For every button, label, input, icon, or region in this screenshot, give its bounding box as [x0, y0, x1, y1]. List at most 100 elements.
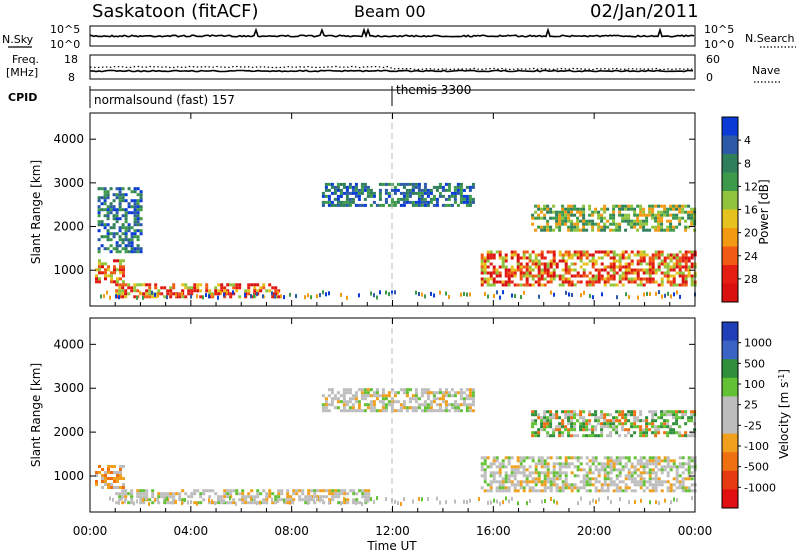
- colorbar-tick-label: 1000: [744, 337, 772, 350]
- colorbar-tick-label: -1000: [744, 481, 776, 494]
- search-ytick-bottom: 10^0: [704, 38, 734, 51]
- search-label: N.Search: [745, 32, 795, 45]
- velocity-panel: 1000 2000 3000 4000 Slant Range [km] 1000 50…: [29, 317, 792, 513]
- data-region: [95, 259, 125, 284]
- sky-ytick-top: 10^5: [50, 23, 80, 36]
- data-region: [321, 182, 475, 207]
- colorbar-segment: [722, 209, 738, 229]
- velocity-ylabel: Slant Range [km]: [29, 363, 43, 467]
- colorbar-segment: [722, 135, 738, 155]
- colorbar-segment: [722, 283, 738, 303]
- time-axis: 00:00 04:00 08:00 12:00 16:00 20:00 00:00: [73, 113, 713, 538]
- time-tick-label: 00:00: [73, 524, 108, 538]
- time-tick-label: 04:00: [174, 524, 209, 538]
- time-tick-label: 08:00: [274, 524, 309, 538]
- beam-title: Beam 00: [354, 2, 426, 21]
- station-title: Saskatoon (fitACF): [92, 1, 259, 22]
- data-region: [531, 410, 697, 438]
- ytick-label: 4000: [53, 337, 84, 351]
- cpid-panel: CPID normalsound (fast) 157 themis 3300: [8, 83, 695, 108]
- nave-ytick-top: 60: [706, 53, 720, 66]
- data-region: [531, 204, 697, 232]
- ytick-label: 3000: [53, 381, 84, 395]
- freq-ytick-bottom: 8: [68, 71, 75, 84]
- sky-panel: N.Sky 10^5 10^0 10^5 10^0 N.Search: [2, 23, 796, 51]
- velocity-yticks: 1000 2000 3000 4000: [53, 337, 695, 483]
- colorbar-tick-label: -100: [744, 440, 769, 453]
- ytick-label: 2000: [53, 425, 84, 439]
- power-cbar-label: Power [dB]: [757, 179, 771, 244]
- colorbar-tick-label: 4: [744, 134, 751, 147]
- time-tick-label: 00:00: [678, 524, 713, 538]
- colorbar-tick-label: 20: [744, 227, 758, 240]
- colorbar-segment: [722, 359, 738, 379]
- colorbar-segment: [722, 340, 738, 360]
- colorbar-segment: [722, 265, 738, 284]
- data-region: [480, 250, 697, 287]
- near-range-echoes: [100, 290, 696, 300]
- freq-label-2: [MHz]: [6, 66, 38, 79]
- colorbar-tick-label: 12: [744, 180, 758, 193]
- cpid-segment-2: themis 3300: [396, 83, 471, 97]
- colorbar-segment: [722, 452, 738, 472]
- sky-noise-line: [89, 27, 695, 39]
- colorbar-tick-label: 500: [744, 357, 765, 370]
- data-region: [97, 187, 143, 254]
- colorbar-tick-label: 8: [744, 157, 751, 170]
- power-panel: 1000 2000 3000 4000 Slant Range [km] 4 8 12 16…: [29, 112, 771, 307]
- colorbar-segment: [722, 470, 738, 490]
- nave-label: Nave: [752, 64, 780, 77]
- power-ylabel: Slant Range [km]: [29, 160, 43, 264]
- colorbar-segment: [722, 154, 738, 173]
- ytick-label: 2000: [53, 220, 84, 234]
- colorbar-tick-label: 100: [744, 378, 765, 391]
- colorbar-segment: [722, 489, 738, 509]
- colorbar-segment: [722, 246, 738, 266]
- colorbar-tick-label: -25: [744, 419, 762, 432]
- time-tick-label: 16:00: [476, 524, 511, 538]
- colorbar-segment: [722, 117, 738, 136]
- colorbar-segment: [722, 377, 738, 397]
- cpid-label: CPID: [8, 91, 37, 104]
- date-title: 02/Jan/2011: [590, 1, 699, 22]
- freq-panel: Freq. [MHz] 18 8 60 0 Nave: [6, 53, 782, 84]
- power-colorbar: 4 8 12 16 20 24 28: [721, 116, 758, 303]
- ytick-label: 1000: [53, 469, 84, 483]
- power-yticks: 1000 2000 3000 4000: [53, 132, 695, 277]
- colorbar-tick-label: 25: [744, 399, 758, 412]
- colorbar-segment: [722, 322, 738, 342]
- colorbar-tick-label: 24: [744, 250, 758, 263]
- ytick-label: 4000: [53, 132, 84, 146]
- velocity-colorbar: 1000 500 100 25 -25 -100 -500 -1000: [721, 321, 776, 509]
- power-data: [95, 182, 697, 300]
- colorbar-segment: [722, 396, 738, 416]
- sky-label: N.Sky: [2, 33, 34, 46]
- colorbar-segment: [722, 228, 738, 247]
- data-region: [95, 465, 125, 489]
- ytick-label: 1000: [53, 263, 84, 277]
- freq-ytick-top: 18: [64, 53, 78, 66]
- ytick-label: 3000: [53, 176, 84, 190]
- velocity-data: [95, 388, 697, 506]
- time-axis-label: Time UT: [366, 539, 417, 553]
- velocity-cbar-label: Velocity [m s-1]: [777, 369, 792, 459]
- colorbar-tick-label: 28: [744, 273, 758, 286]
- time-tick-label: 12:00: [375, 524, 410, 538]
- colorbar-segment: [722, 433, 738, 453]
- colorbar-tick-label: -500: [744, 461, 769, 474]
- colorbar-segment: [722, 415, 738, 435]
- nave-ytick-bottom: 0: [706, 71, 713, 84]
- colorbar-segment: [722, 191, 738, 210]
- nave-line: [90, 65, 694, 71]
- colorbar-segment: [722, 172, 738, 192]
- time-tick-label: 20:00: [577, 524, 612, 538]
- data-region: [480, 456, 697, 493]
- freq-line: [89, 69, 694, 73]
- cpid-segment-1: normalsound (fast) 157: [94, 93, 235, 107]
- sky-ytick-bottom: 10^0: [50, 38, 80, 51]
- search-ytick-top: 10^5: [704, 23, 734, 36]
- freq-label-1: Freq.: [12, 53, 39, 66]
- near-range-echoes: [109, 496, 693, 506]
